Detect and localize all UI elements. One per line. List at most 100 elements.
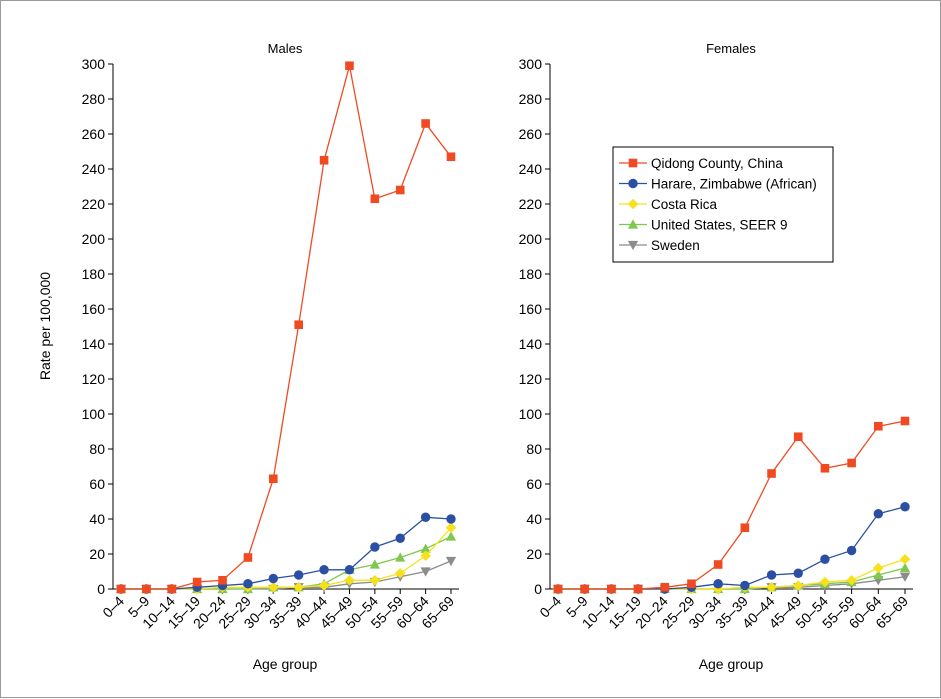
series-line bbox=[121, 535, 452, 590]
chart-title: Males bbox=[268, 41, 303, 56]
y-tick-label: 20 bbox=[526, 546, 542, 562]
y-tick-label: 100 bbox=[519, 406, 543, 422]
y-tick-label: 0 bbox=[534, 581, 542, 597]
legend-box bbox=[612, 146, 834, 263]
data-point bbox=[192, 577, 202, 587]
data-point bbox=[899, 562, 911, 573]
data-point bbox=[420, 550, 431, 562]
series-sweden bbox=[552, 572, 911, 595]
data-point bbox=[268, 581, 279, 593]
series-costa-rica bbox=[552, 553, 911, 595]
series-united-states-seer-9 bbox=[115, 531, 457, 594]
y-tick-label: 260 bbox=[82, 126, 106, 142]
data-point bbox=[395, 185, 405, 195]
y-tick-label: 200 bbox=[519, 231, 543, 247]
data-point bbox=[116, 584, 126, 594]
y-tick-label: 60 bbox=[89, 476, 105, 492]
y-tick-label: 40 bbox=[526, 511, 542, 527]
data-point bbox=[633, 584, 643, 594]
data-point bbox=[446, 152, 456, 162]
data-point bbox=[740, 523, 750, 533]
data-point bbox=[142, 584, 151, 594]
data-point bbox=[820, 463, 830, 473]
data-point bbox=[421, 119, 430, 128]
y-tick-label: 120 bbox=[519, 371, 543, 387]
data-point bbox=[766, 570, 777, 580]
data-point bbox=[900, 502, 910, 512]
data-point bbox=[846, 574, 857, 586]
y-tick-label: 200 bbox=[82, 231, 106, 247]
y-tick-label: 160 bbox=[519, 301, 543, 317]
legend-item: Costa Rica bbox=[619, 197, 718, 212]
data-point bbox=[319, 565, 329, 575]
data-point bbox=[873, 509, 884, 519]
data-point bbox=[766, 581, 777, 593]
data-point bbox=[344, 565, 355, 575]
legend-label: United States, SEER 9 bbox=[651, 218, 788, 233]
data-point bbox=[445, 556, 457, 567]
y-tick-label: 60 bbox=[526, 476, 542, 492]
data-point bbox=[268, 573, 279, 584]
data-point bbox=[627, 219, 639, 229]
data-point bbox=[243, 553, 253, 562]
data-point bbox=[553, 584, 563, 594]
legend-item: Sweden bbox=[619, 238, 700, 253]
y-tick-label: 220 bbox=[82, 196, 106, 212]
data-point bbox=[243, 579, 253, 589]
y-tick-label: 220 bbox=[519, 196, 543, 212]
data-point bbox=[293, 581, 304, 593]
legend-item: United States, SEER 9 bbox=[619, 218, 788, 233]
series-line bbox=[121, 65, 452, 590]
data-point bbox=[713, 579, 723, 589]
legend-label: Costa Rica bbox=[651, 197, 718, 212]
data-point bbox=[345, 61, 354, 71]
y-tick-label: 280 bbox=[519, 91, 543, 107]
chart-title: Females bbox=[706, 41, 756, 56]
data-point bbox=[628, 178, 638, 189]
chart-panel-2: Females 0 20 40 60 80 100 120 140 160 180 200 220 240… bbox=[519, 41, 913, 672]
data-point bbox=[607, 584, 616, 594]
data-point bbox=[369, 574, 381, 586]
data-point bbox=[793, 432, 803, 442]
series-qidong-county-china bbox=[553, 416, 910, 594]
y-tick-label: 240 bbox=[519, 161, 543, 177]
legend-label: Sweden bbox=[651, 238, 700, 253]
data-point bbox=[713, 560, 723, 569]
data-point bbox=[344, 574, 355, 586]
data-point bbox=[819, 576, 831, 588]
data-point bbox=[420, 567, 431, 577]
y-tick-label: 0 bbox=[97, 581, 105, 597]
y-tick-label: 240 bbox=[82, 161, 106, 177]
data-point bbox=[395, 552, 406, 562]
data-point bbox=[899, 553, 911, 565]
data-point bbox=[293, 570, 304, 580]
data-point bbox=[874, 421, 883, 431]
y-tick-label: 100 bbox=[82, 406, 106, 422]
y-tick-label: 180 bbox=[519, 266, 543, 282]
y-tick-label: 40 bbox=[89, 511, 105, 527]
y-tick-label: 260 bbox=[519, 126, 543, 142]
data-point bbox=[446, 514, 456, 524]
data-point bbox=[627, 240, 639, 251]
data-point bbox=[370, 542, 380, 552]
data-point bbox=[793, 568, 803, 578]
data-point bbox=[628, 158, 638, 168]
x-axis-label: Age group bbox=[699, 656, 764, 672]
data-point bbox=[873, 569, 884, 580]
legend-item: Harare, Zimbabwe (African) bbox=[619, 177, 817, 192]
chart-panel-1: Males 0 20 40 60 80 100 120 140 160 180 200 220 240 26… bbox=[37, 41, 459, 672]
data-point bbox=[660, 582, 670, 592]
data-point bbox=[318, 580, 330, 591]
legend-item: Qidong County, China bbox=[619, 156, 783, 171]
data-point bbox=[627, 198, 639, 210]
legend-label: Harare, Zimbabwe (African) bbox=[651, 177, 817, 192]
data-point bbox=[846, 545, 857, 556]
series-harare-zimbabwe-african bbox=[116, 512, 456, 594]
data-point bbox=[792, 580, 804, 591]
data-point bbox=[420, 512, 431, 522]
legend-label: Qidong County, China bbox=[651, 156, 783, 171]
y-tick-label: 140 bbox=[519, 336, 543, 352]
y-tick-label: 80 bbox=[526, 441, 542, 457]
